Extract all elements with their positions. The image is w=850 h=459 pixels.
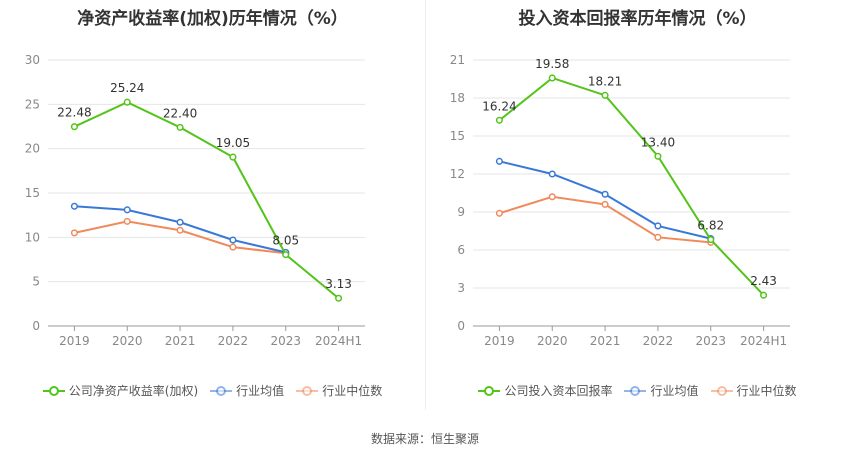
chart-title: 净资产收益率(加权)历年情况（%） [77, 9, 348, 29]
data-label: 16.24 [482, 99, 516, 113]
x-tick-label: 2024H1 [740, 334, 787, 348]
legend-line-icon [710, 385, 733, 397]
data-point[interactable] [601, 91, 609, 99]
legend-label: 公司净资产收益率(加权) [68, 384, 199, 398]
y-tick-label: 18 [450, 91, 465, 105]
data-point[interactable] [707, 236, 715, 244]
series-line [73, 101, 340, 300]
legend-line-icon [42, 385, 65, 397]
series-line [499, 160, 711, 240]
y-tick-label: 12 [450, 167, 465, 181]
legend-line-icon [478, 385, 501, 397]
data-point[interactable] [70, 229, 78, 237]
legend-item[interactable]: 行业均值 [624, 382, 699, 399]
legend-label: 行业中位数 [736, 384, 797, 398]
data-point[interactable] [176, 218, 184, 226]
data-point[interactable] [282, 251, 290, 259]
y-tick-label: 6 [457, 243, 465, 257]
legend-label: 行业均值 [650, 384, 699, 398]
x-tick-label: 2023 [270, 334, 301, 348]
chart-legend: 公司净资产收益率(加权) 行业均值 行业中位数 [0, 382, 425, 399]
data-point[interactable] [229, 153, 237, 161]
legend-line-icon [296, 385, 319, 397]
x-tick-label: 2019 [484, 334, 515, 348]
data-source-note: 数据来源：恒生聚源 [370, 432, 479, 446]
legend-line-icon [210, 385, 233, 397]
x-tick-label: 2023 [695, 334, 726, 348]
data-point[interactable] [654, 222, 662, 230]
roic-chart-panel: 投入资本回报率历年情况（%） 0 3 6 9 12 15 18 21 2019 2020 2021 2… [425, 0, 850, 410]
x-tick-label: 2022 [218, 334, 249, 348]
legend-item[interactable]: 行业中位数 [296, 382, 382, 399]
y-tick-label: 30 [25, 53, 40, 67]
data-point[interactable] [548, 170, 556, 178]
data-label: 13.40 [641, 135, 675, 149]
y-tick-label: 9 [457, 205, 465, 219]
data-point[interactable] [495, 116, 503, 124]
chart-legend: 公司投入资本回报率 行业均值 行业中位数 [425, 382, 850, 399]
data-point[interactable] [548, 193, 556, 201]
chart-title: 投入资本回报率历年情况（%） [518, 9, 757, 29]
legend-item[interactable]: 公司净资产收益率(加权) [42, 382, 199, 399]
legend-item[interactable]: 公司投入资本回报率 [478, 382, 612, 399]
x-tick-label: 2021 [590, 334, 621, 348]
data-point[interactable] [70, 123, 78, 131]
y-tick-label: 0 [32, 319, 40, 333]
data-point[interactable] [654, 152, 662, 160]
y-tick-label: 20 [25, 142, 40, 156]
roe-chart-panel: 净资产收益率(加权)历年情况（%） 0 5 10 15 20 25 30 2019 2020 20… [0, 0, 425, 410]
data-point[interactable] [495, 157, 503, 165]
data-point[interactable] [601, 190, 609, 198]
x-tick-label: 2020 [537, 334, 568, 348]
data-label: 19.05 [216, 136, 250, 150]
data-label: 3.13 [325, 277, 352, 291]
data-point[interactable] [495, 209, 503, 217]
data-label: 22.48 [57, 106, 91, 120]
data-label: 19.58 [535, 57, 569, 71]
data-label: 6.82 [697, 219, 724, 233]
data-label: 8.05 [272, 234, 299, 248]
legend-label: 行业均值 [236, 384, 285, 398]
y-tick-label: 0 [457, 319, 465, 333]
data-label: 18.21 [588, 74, 622, 88]
x-tick-label: 2021 [165, 334, 196, 348]
data-point[interactable] [760, 291, 768, 299]
y-tick-label: 15 [450, 129, 465, 143]
legend-item[interactable]: 行业均值 [210, 382, 284, 399]
data-point[interactable] [229, 236, 237, 244]
y-tick-label: 3 [457, 281, 465, 295]
data-point[interactable] [335, 294, 343, 302]
y-tick-label: 5 [32, 275, 40, 289]
data-point[interactable] [123, 206, 131, 214]
panel-divider [425, 0, 426, 410]
series-line [498, 76, 765, 296]
legend-line-icon [624, 385, 647, 397]
y-tick-label: 15 [25, 186, 40, 200]
x-tick-label: 2020 [112, 334, 143, 348]
legend-label: 公司投入资本回报率 [504, 384, 613, 398]
y-tick-label: 10 [25, 230, 40, 244]
data-label: 2.43 [750, 274, 777, 288]
data-label: 25.24 [110, 81, 144, 95]
y-tick-label: 21 [450, 53, 465, 67]
data-label: 22.40 [163, 106, 197, 120]
x-tick-label: 2019 [59, 334, 90, 348]
data-point[interactable] [229, 243, 237, 251]
data-point[interactable] [123, 98, 131, 106]
data-point[interactable] [176, 226, 184, 234]
data-point[interactable] [70, 202, 78, 210]
x-tick-label: 2024H1 [315, 334, 362, 348]
data-point[interactable] [654, 233, 662, 241]
roe-line-chart: 0 5 10 15 20 25 30 2019 2020 2021 2022 2023 2024H1 22… [25, 53, 365, 348]
roic-line-chart: 0 3 6 9 12 15 18 21 2019 2020 2021 2022 2023 2024H1 16… [450, 53, 790, 348]
data-point[interactable] [601, 200, 609, 208]
x-tick-label: 2022 [643, 334, 674, 348]
data-point[interactable] [548, 74, 556, 82]
data-point[interactable] [176, 123, 184, 131]
y-tick-label: 25 [25, 97, 40, 111]
legend-label: 行业中位数 [322, 384, 383, 398]
legend-item[interactable]: 行业中位数 [710, 382, 797, 399]
data-point[interactable] [123, 217, 131, 225]
